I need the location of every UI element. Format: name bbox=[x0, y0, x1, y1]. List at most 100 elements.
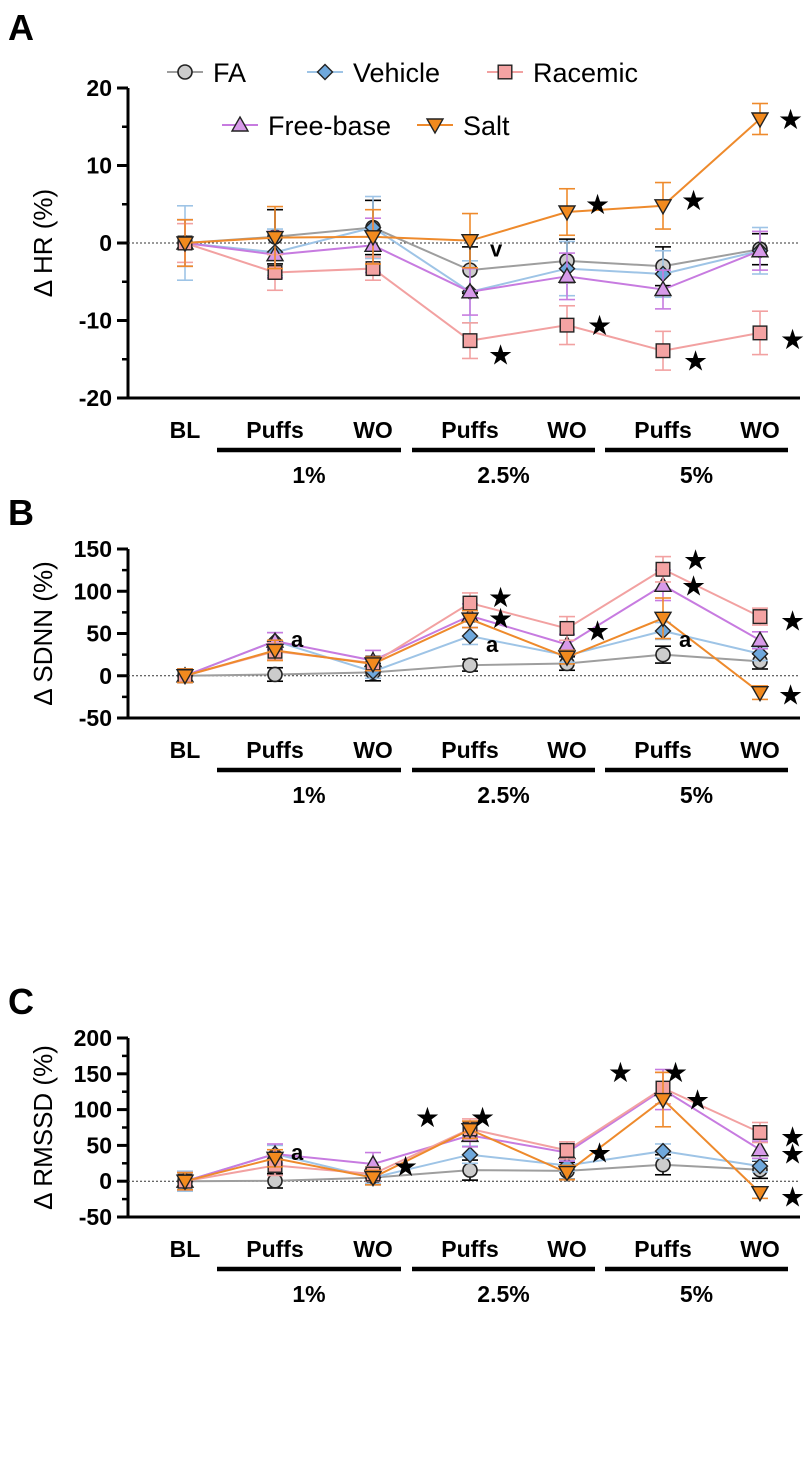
panel-a-point-racemic bbox=[462, 333, 478, 349]
panel-b-annotation: a bbox=[486, 632, 499, 657]
panel-b-annotation: ★ bbox=[681, 570, 706, 601]
legend-label-fa: FA bbox=[213, 58, 246, 88]
panel-c-annotation: ★ bbox=[780, 1182, 805, 1213]
panel-b-annotation: ★ bbox=[488, 582, 513, 613]
panel-c-x-label-bl: BL bbox=[170, 1236, 201, 1262]
panel-c-point-fa bbox=[655, 1156, 671, 1173]
panel-b-point-fa bbox=[462, 657, 478, 673]
panel-a-x-label-wo: WO bbox=[547, 417, 587, 443]
panel-b-x-label-wo: WO bbox=[740, 737, 780, 763]
panel-a-group-label-1: 1% bbox=[292, 462, 325, 488]
panel-c-annotation: ★ bbox=[780, 1122, 805, 1153]
legend-label-salt: Salt bbox=[463, 111, 510, 141]
legend-label-free-base: Free-base bbox=[268, 111, 391, 141]
panel-b-point-salt bbox=[175, 669, 195, 686]
panel-a-annotation: v bbox=[490, 237, 503, 262]
panel-c-x-label-wo: WO bbox=[740, 1236, 780, 1262]
panel-a-point-salt bbox=[363, 230, 383, 247]
panel-a-y-tick-label: 0 bbox=[99, 230, 112, 256]
panel-a-point-racemic bbox=[752, 325, 768, 341]
panel-c-letter: C bbox=[8, 981, 34, 1022]
panel-a-point-racemic bbox=[655, 343, 671, 359]
panel-c-group-label-2-5: 2.5% bbox=[477, 1281, 529, 1307]
panel-b-annotation: ★ bbox=[778, 680, 803, 711]
panel-c-point-salt bbox=[750, 1185, 770, 1203]
panel-c-annotation: a bbox=[291, 1140, 304, 1165]
panel-c-point-vehicle bbox=[654, 1142, 672, 1160]
panel-b-point-vehicle bbox=[461, 627, 479, 645]
panel-a-point-salt bbox=[653, 199, 673, 216]
panel-a-group-label-2-5: 2.5% bbox=[477, 462, 529, 488]
panel-b-annotation: ★ bbox=[585, 615, 610, 646]
panel-b-point-fa bbox=[655, 646, 671, 663]
panel-b-point-racemic bbox=[655, 561, 671, 577]
panel-c-annotation: ★ bbox=[780, 1139, 805, 1170]
panel-b-annotation: ★ bbox=[683, 544, 708, 575]
panel-a-y-tick-label: -10 bbox=[79, 308, 112, 334]
panel-b-group-label-5: 5% bbox=[680, 782, 713, 808]
legend-item-salt: Salt bbox=[417, 111, 510, 141]
panel-c-point-vehicle bbox=[751, 1157, 769, 1175]
panel-a-point-racemic bbox=[559, 317, 575, 333]
panel-a-annotation: ★ bbox=[683, 346, 708, 377]
legend-item-vehicle: Vehicle bbox=[307, 58, 440, 88]
panel-c-x-label-wo: WO bbox=[547, 1236, 587, 1262]
panel-c-y-tick-label: 150 bbox=[74, 1061, 112, 1087]
panel-b-point-racemic bbox=[752, 609, 768, 625]
panel-a-y-tick-label: -20 bbox=[79, 385, 112, 411]
panel-c-point-racemic bbox=[559, 1142, 575, 1158]
legend-item-racemic: Racemic bbox=[487, 58, 638, 88]
panel-b-annotation: ★ bbox=[488, 603, 513, 634]
legend-label-vehicle: Vehicle bbox=[353, 58, 440, 88]
panel-c-point-vehicle bbox=[461, 1146, 479, 1164]
panel-a-point-salt bbox=[265, 230, 285, 247]
panel-b-y-tick-label: 100 bbox=[74, 578, 112, 604]
panel-b-x-label-wo: WO bbox=[547, 737, 587, 763]
panel-b-point-fa bbox=[267, 666, 283, 683]
panel-c-point-racemic bbox=[752, 1125, 768, 1141]
panel-a-letter: A bbox=[8, 7, 34, 48]
panel-a-point-free-base bbox=[750, 241, 770, 258]
panel-b-point-racemic bbox=[462, 595, 478, 611]
panel-a-x-label-wo: WO bbox=[740, 417, 780, 443]
panel-c-annotation: ★ bbox=[685, 1085, 710, 1116]
panel-a-annotation: ★ bbox=[587, 310, 612, 341]
panel-b-annotation: a bbox=[291, 627, 304, 652]
panel-a-point-salt bbox=[175, 236, 195, 253]
panel-b-annotation: ★ bbox=[780, 606, 805, 637]
panel-c-point-fa bbox=[462, 1162, 478, 1178]
panel-a-annotation: ★ bbox=[778, 104, 803, 135]
panel-a-point-salt bbox=[750, 112, 770, 129]
panel-c-point-salt bbox=[557, 1165, 577, 1183]
panel-b-point-salt bbox=[265, 643, 285, 660]
panel-a-x-label-wo: WO bbox=[353, 417, 393, 443]
panel-c-y-tick-label: 0 bbox=[99, 1168, 112, 1194]
panel-a-point-salt bbox=[557, 205, 577, 222]
legend-marker-salt bbox=[425, 118, 445, 135]
panel-c-x-label-puffs: Puffs bbox=[634, 1236, 692, 1262]
panel-b-x-label-puffs: Puffs bbox=[441, 737, 499, 763]
panel-a-point-salt bbox=[460, 233, 480, 251]
panel-c-y-axis-title: Δ RMSSD (%) bbox=[28, 1045, 58, 1210]
panel-c-annotation: ★★ bbox=[608, 1057, 718, 1088]
panel-c-x-label-puffs: Puffs bbox=[441, 1236, 499, 1262]
panel-a-x-label-puffs: Puffs bbox=[246, 417, 304, 443]
panel-a-group-label-5: 5% bbox=[680, 462, 713, 488]
panel-b-y-tick-label: 0 bbox=[99, 663, 112, 689]
panel-a-annotation: ★ bbox=[585, 189, 610, 220]
panel-a-x-label-puffs: Puffs bbox=[634, 417, 692, 443]
panel-b-point-racemic bbox=[559, 620, 575, 636]
panel-b-point-salt bbox=[363, 657, 383, 674]
legend-marker-vehicle bbox=[316, 63, 334, 81]
panel-c-point-free-base bbox=[750, 1140, 770, 1157]
panel-c-point-salt bbox=[265, 1151, 285, 1168]
panel-a-heart-rate-chart: A -20 -10 0 10 20 Δ HR (%) BL Puffs WO Puffs WO Puff… bbox=[8, 7, 805, 488]
panel-c-rmssd-chart: C -50 0 50 100 150 200 Δ RMSSD (%) BL Puffs WO Puff… bbox=[8, 981, 805, 1307]
panel-b-point-vehicle bbox=[751, 645, 769, 663]
panel-c-x-label-puffs: Puffs bbox=[246, 1236, 304, 1262]
legend-label-racemic: Racemic bbox=[533, 58, 638, 88]
panel-a-series-vehicle bbox=[176, 195, 769, 324]
panel-a-y-tick-label: 10 bbox=[86, 153, 112, 179]
panel-b-x-label-bl: BL bbox=[170, 737, 201, 763]
